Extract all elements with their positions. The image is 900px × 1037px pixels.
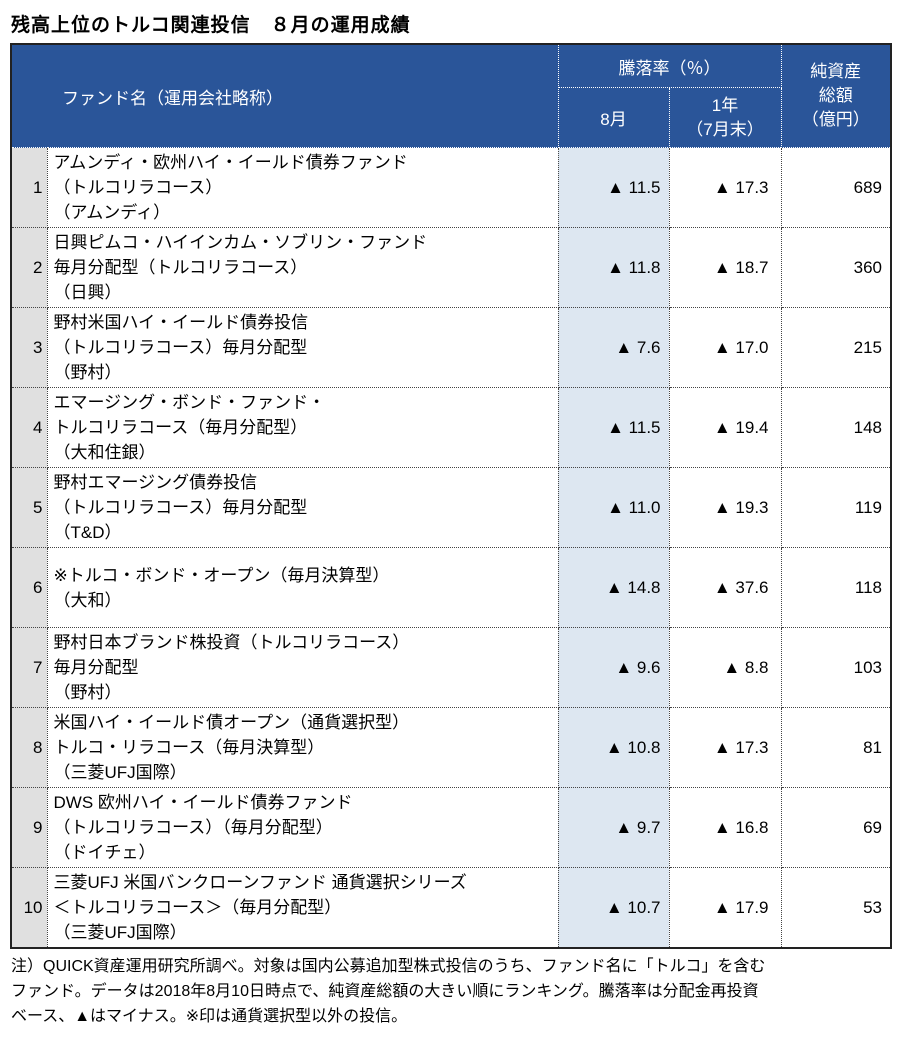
- net-assets-cell: 148: [780, 387, 892, 468]
- rank-cell: 3: [10, 307, 48, 388]
- change-aug-cell: ▲ 11.5: [557, 147, 670, 228]
- change-1y-cell: ▲ 17.3: [668, 147, 782, 228]
- rank-cell: 6: [10, 547, 48, 628]
- net-assets-cell: 360: [780, 227, 892, 308]
- net-assets-cell: 81: [780, 707, 892, 788]
- change-1y-cell: ▲ 16.8: [668, 787, 782, 868]
- net-assets-cell: 118: [780, 547, 892, 628]
- fund-name-cell: 野村日本ブランド株投資（トルコリラコース） 毎月分配型 （野村）: [46, 627, 559, 708]
- table-row: 8 米国ハイ・イールド債オープン（通貨選択型） トルコ・リラコース（毎月決算型）…: [10, 707, 892, 788]
- header-change-group: 騰落率（％）: [557, 43, 782, 88]
- change-aug-cell: ▲ 9.7: [557, 787, 670, 868]
- table-row: 6 ※トルコ・ボンド・オープン（毎月決算型） （大和） ▲ 14.8 ▲ 37.…: [10, 547, 892, 628]
- rank-cell: 7: [10, 627, 48, 708]
- change-aug-cell: ▲ 11.0: [557, 467, 670, 548]
- fund-name-cell: 三菱UFJ 米国バンクローンファンド 通貨選択シリーズ ＜トルコリラコース＞（毎…: [46, 867, 559, 949]
- fund-name-cell: DWS 欧州ハイ・イールド債券ファンド （トルコリラコース）（毎月分配型） （ド…: [46, 787, 559, 868]
- net-assets-cell: 103: [780, 627, 892, 708]
- rank-cell: 5: [10, 467, 48, 548]
- net-assets-cell: 689: [780, 147, 892, 228]
- rank-cell: 1: [10, 147, 48, 228]
- net-assets-cell: 53: [780, 867, 892, 949]
- change-aug-cell: ▲ 10.7: [557, 867, 670, 949]
- rank-cell: 4: [10, 387, 48, 468]
- rank-cell: 8: [10, 707, 48, 788]
- footnote: 注）QUICK資産運用研究所調べ。対象は国内公募追加型株式投信のうち、ファンド名…: [11, 958, 766, 1025]
- fund-name-cell: エマージング・ボンド・ファンド・ トルコリラコース（毎月分配型） （大和住銀）: [46, 387, 559, 468]
- header-august: 8月: [557, 87, 670, 148]
- header-fund-name: ファンド名（運用会社略称）: [10, 43, 559, 148]
- table-row: 2 日興ピムコ・ハイインカム・ソブリン・ファンド 毎月分配型（トルコリラコース）…: [10, 227, 892, 308]
- net-assets-cell: 215: [780, 307, 892, 388]
- table-row: 1 アムンディ・欧州ハイ・イールド債券ファンド （トルコリラコース） （アムンデ…: [10, 147, 892, 228]
- change-1y-cell: ▲ 19.4: [668, 387, 782, 468]
- change-aug-cell: ▲ 11.8: [557, 227, 670, 308]
- table-row: 10 三菱UFJ 米国バンクローンファンド 通貨選択シリーズ ＜トルコリラコース…: [10, 867, 892, 949]
- change-1y-cell: ▲ 8.8: [668, 627, 782, 708]
- table-row: 9 DWS 欧州ハイ・イールド債券ファンド （トルコリラコース）（毎月分配型） …: [10, 787, 892, 868]
- change-1y-cell: ▲ 17.9: [668, 867, 782, 949]
- rank-cell: 10: [10, 867, 48, 949]
- change-aug-cell: ▲ 9.6: [557, 627, 670, 708]
- fund-name-cell: 野村米国ハイ・イールド債券投信 （トルコリラコース）毎月分配型 （野村）: [46, 307, 559, 388]
- change-aug-cell: ▲ 14.8: [557, 547, 670, 628]
- table-row: 4 エマージング・ボンド・ファンド・ トルコリラコース（毎月分配型） （大和住銀…: [10, 387, 892, 468]
- fund-performance-table: ファンド名（運用会社略称） 騰落率（％） 純資産 総額 （億円） 8月 1年 （…: [10, 43, 892, 949]
- header-net-assets: 純資産 総額 （億円）: [780, 43, 892, 148]
- rank-cell: 2: [10, 227, 48, 308]
- fund-name-cell: 米国ハイ・イールド債オープン（通貨選択型） トルコ・リラコース（毎月決算型） （…: [46, 707, 559, 788]
- net-assets-cell: 69: [780, 787, 892, 868]
- table-row: 5 野村エマージング債券投信 （トルコリラコース）毎月分配型 （T&D） ▲ 1…: [10, 467, 892, 548]
- table-header: ファンド名（運用会社略称） 騰落率（％） 純資産 総額 （億円） 8月 1年 （…: [10, 43, 892, 148]
- header-one-year: 1年 （7月末）: [668, 87, 782, 148]
- fund-name-cell: アムンディ・欧州ハイ・イールド債券ファンド （トルコリラコース） （アムンディ）: [46, 147, 559, 228]
- change-1y-cell: ▲ 17.3: [668, 707, 782, 788]
- rank-cell: 9: [10, 787, 48, 868]
- fund-name-cell: ※トルコ・ボンド・オープン（毎月決算型） （大和）: [46, 547, 559, 628]
- table-row: 3 野村米国ハイ・イールド債券投信 （トルコリラコース）毎月分配型 （野村） ▲…: [10, 307, 892, 388]
- change-1y-cell: ▲ 17.0: [668, 307, 782, 388]
- change-aug-cell: ▲ 10.8: [557, 707, 670, 788]
- fund-name-cell: 日興ピムコ・ハイインカム・ソブリン・ファンド 毎月分配型（トルコリラコース） （…: [46, 227, 559, 308]
- change-1y-cell: ▲ 37.6: [668, 547, 782, 628]
- page-title: 残高上位のトルコ関連投信 ８月の運用成績: [11, 15, 411, 36]
- net-assets-cell: 119: [780, 467, 892, 548]
- fund-name-cell: 野村エマージング債券投信 （トルコリラコース）毎月分配型 （T&D）: [46, 467, 559, 548]
- change-aug-cell: ▲ 7.6: [557, 307, 670, 388]
- table-body: 1 アムンディ・欧州ハイ・イールド債券ファンド （トルコリラコース） （アムンデ…: [10, 147, 892, 949]
- change-1y-cell: ▲ 19.3: [668, 467, 782, 548]
- change-aug-cell: ▲ 11.5: [557, 387, 670, 468]
- table-row: 7 野村日本ブランド株投資（トルコリラコース） 毎月分配型 （野村） ▲ 9.6…: [10, 627, 892, 708]
- change-1y-cell: ▲ 18.7: [668, 227, 782, 308]
